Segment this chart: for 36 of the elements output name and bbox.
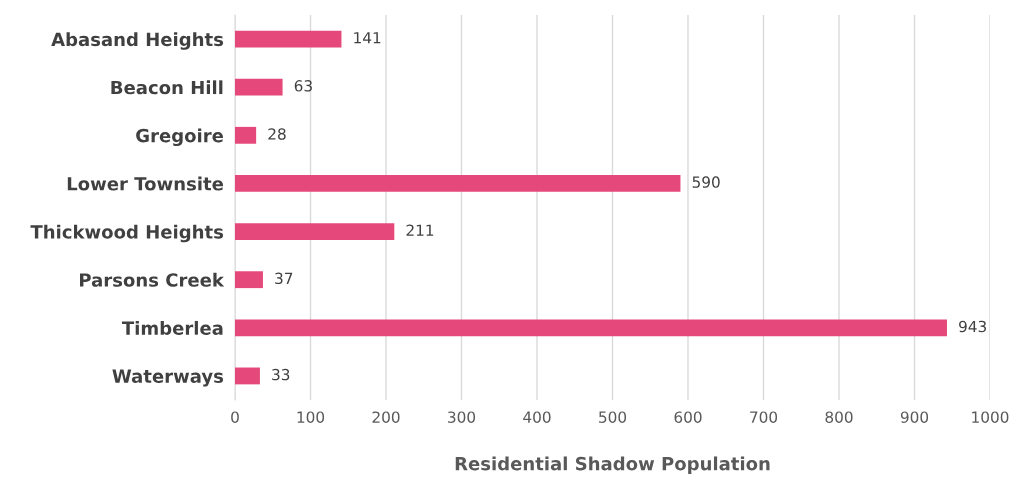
bar xyxy=(235,319,947,337)
x-tick-label: 0 xyxy=(231,411,239,423)
x-tick-label: 900 xyxy=(900,411,929,423)
x-tick-label: 800 xyxy=(825,411,853,423)
data-label: 590 xyxy=(692,176,720,188)
x-tick-label: 500 xyxy=(599,411,627,423)
bar xyxy=(235,78,283,96)
x-tick-label: 700 xyxy=(750,411,778,423)
y-tick-label: Abasand Heights xyxy=(51,32,224,50)
y-tick-label: Lower Townsite xyxy=(67,176,224,191)
bar xyxy=(235,175,681,192)
y-tick-label: Thickwood Heights xyxy=(30,224,224,243)
y-tick-label: Parsons Creek xyxy=(80,272,225,287)
data-label: 211 xyxy=(406,224,434,236)
y-tick-label: Gregoire xyxy=(136,128,224,147)
y-tick-label: Waterways xyxy=(112,369,224,387)
bar xyxy=(235,126,257,144)
bar xyxy=(235,271,263,289)
data-label: 28 xyxy=(268,128,286,140)
data-label: 141 xyxy=(354,32,381,44)
bar xyxy=(235,367,260,385)
y-tick-label: Beacon Hill xyxy=(111,80,223,95)
data-label: 63 xyxy=(294,80,312,92)
x-tick-label: 1000 xyxy=(972,411,1009,423)
bar xyxy=(235,223,395,240)
x-axis-title: Residential Shadow Population xyxy=(455,456,770,474)
x-tick-label: 200 xyxy=(372,411,400,423)
bar xyxy=(235,30,342,48)
data-label: 33 xyxy=(272,368,290,381)
x-tick-label: 100 xyxy=(297,411,325,423)
data-label: 943 xyxy=(959,320,987,333)
y-tick-label: Timberlea xyxy=(121,320,223,335)
data-label: 37 xyxy=(275,272,293,285)
x-tick-label: 400 xyxy=(523,411,551,423)
x-tick-label: 300 xyxy=(448,411,476,423)
x-tick-label: 600 xyxy=(674,411,702,423)
